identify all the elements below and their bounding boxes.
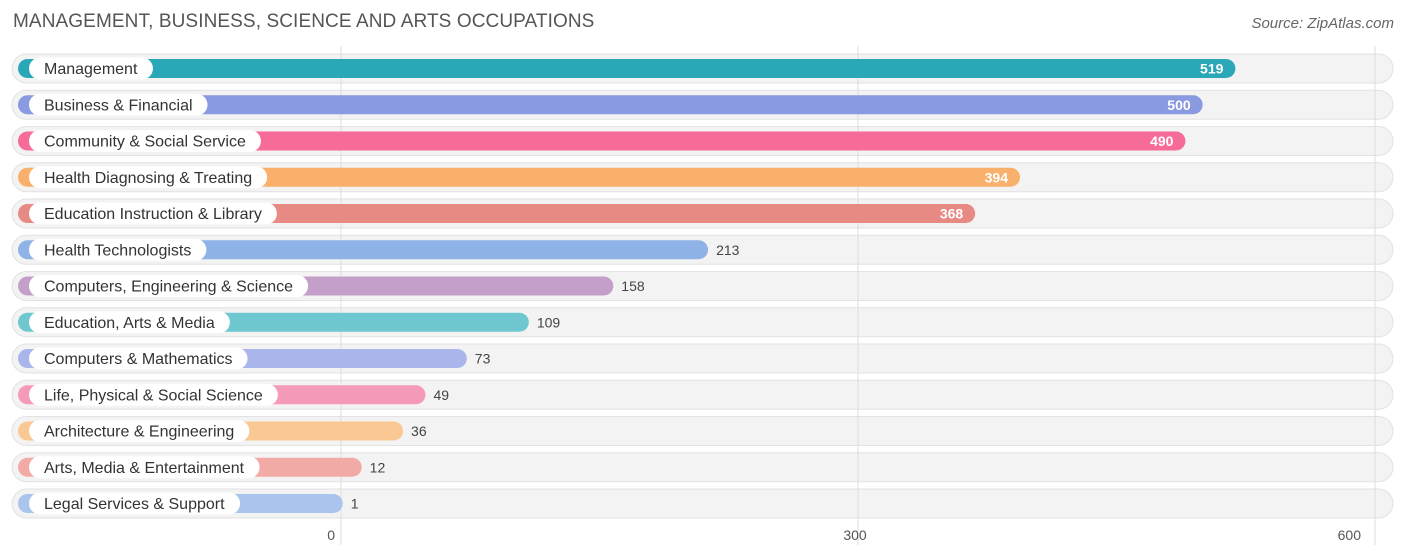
label-pill [29, 383, 278, 406]
category-label: Life, Physical & Social Science [44, 387, 263, 404]
value-label: 1 [351, 496, 359, 512]
label-pill [29, 238, 207, 261]
source-label: Source: ZipAtlas.com [1251, 15, 1394, 32]
label-pill [29, 130, 261, 152]
category-label: Architecture & Engineering [44, 424, 234, 441]
value-label: 49 [433, 387, 449, 403]
label-pill [29, 311, 230, 334]
value-label: 368 [940, 206, 964, 222]
value-label: 158 [621, 278, 645, 294]
label-pill [29, 202, 277, 225]
value-label: 519 [1200, 61, 1224, 77]
x-tick-label: 300 [843, 527, 867, 543]
label-pill [29, 57, 153, 80]
label-pill [29, 166, 268, 189]
label-pill [29, 93, 208, 116]
bar [18, 95, 1203, 115]
category-label: Health Technologists [44, 242, 191, 259]
x-tick-label: 0 [327, 527, 335, 543]
value-label: 73 [475, 351, 491, 367]
bar [18, 167, 1020, 187]
value-label: 490 [1150, 133, 1174, 149]
label-pill [29, 275, 309, 297]
category-label: Legal Services & Support [44, 496, 225, 513]
x-tick-label: 600 [1338, 527, 1362, 543]
category-label: Computers & Mathematics [44, 351, 233, 368]
value-label: 500 [1167, 97, 1191, 113]
label-pill [29, 456, 260, 479]
category-label: Health Diagnosing & Treating [44, 170, 252, 187]
bar [18, 59, 1236, 78]
category-label: Education Instruction & Library [44, 206, 262, 223]
value-label: 12 [370, 459, 386, 475]
chart-title: MANAGEMENT, BUSINESS, SCIENCE AND ARTS O… [13, 11, 595, 32]
category-label: Management [44, 61, 138, 78]
category-label: Education, Arts & Media [44, 315, 215, 332]
category-label: Business & Financial [44, 97, 193, 114]
label-pill [29, 420, 250, 442]
category-label: Community & Social Service [44, 134, 246, 151]
value-label: 394 [985, 169, 1009, 185]
category-label: Computers, Engineering & Science [44, 279, 293, 296]
value-label: 109 [537, 314, 561, 330]
row-track [11, 488, 1394, 519]
bar [18, 131, 1186, 151]
category-label: Arts, Media & Entertainment [44, 460, 245, 477]
value-label: 213 [716, 242, 740, 258]
label-pill [29, 492, 241, 515]
label-pill [29, 347, 248, 370]
value-label: 36 [411, 423, 427, 439]
